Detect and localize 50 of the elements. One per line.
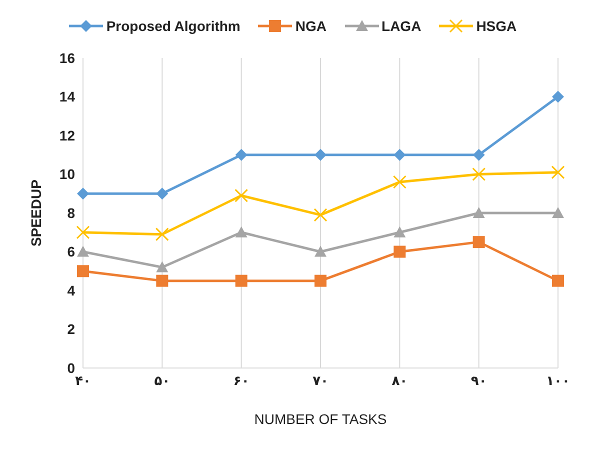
y-tick-label: 16 — [59, 50, 76, 66]
x-tick-label: ۶۰ — [233, 374, 250, 390]
y-tick-label: 12 — [59, 127, 76, 144]
point — [314, 148, 326, 161]
point — [77, 188, 89, 200]
point — [155, 228, 169, 242]
y-tick-label: 10 — [59, 166, 76, 182]
point — [314, 208, 328, 222]
point — [472, 148, 485, 161]
y-tick-label: 2 — [67, 321, 76, 338]
point — [314, 246, 326, 257]
x-tick-label: ۸۰ — [392, 374, 408, 390]
point — [235, 148, 248, 161]
x-axis-title: NUMBER OF TASKS — [254, 411, 387, 427]
y-tick-label: 0 — [67, 360, 76, 376]
y-axis-title: SPEEDUP — [28, 180, 44, 246]
point — [472, 168, 486, 181]
point — [314, 274, 326, 287]
legend-label: HSGA — [476, 18, 517, 34]
point — [77, 265, 89, 278]
point — [156, 188, 168, 200]
point — [235, 226, 248, 238]
y-tick-label: 14 — [59, 88, 76, 105]
y-tick-label: 6 — [67, 244, 76, 260]
point — [392, 175, 406, 189]
legend-label: NGA — [295, 18, 327, 34]
point — [472, 207, 485, 218]
y-tick-label: 8 — [67, 204, 76, 221]
point — [552, 90, 564, 103]
point — [394, 148, 406, 161]
x-tick-label: ۴۰ — [75, 374, 91, 390]
point — [472, 236, 485, 248]
point — [77, 246, 89, 257]
x-tick-label: ۵۰ — [154, 374, 170, 390]
y-tick-label: 4 — [67, 282, 76, 298]
legend-label: LAGA — [382, 18, 422, 34]
x-tick-label: ۹۰ — [470, 374, 487, 390]
point — [551, 166, 565, 180]
point — [234, 188, 248, 202]
point — [394, 226, 406, 238]
point — [235, 274, 248, 287]
point — [552, 207, 564, 218]
point — [76, 226, 90, 240]
x-tick-label: ۷۰ — [312, 374, 328, 390]
x-tick-label: ۱۰۰ — [546, 374, 570, 390]
point — [156, 261, 168, 272]
point — [394, 246, 406, 258]
point — [552, 274, 564, 287]
legend-label: Proposed Algorithm — [106, 18, 240, 34]
point — [156, 274, 168, 287]
